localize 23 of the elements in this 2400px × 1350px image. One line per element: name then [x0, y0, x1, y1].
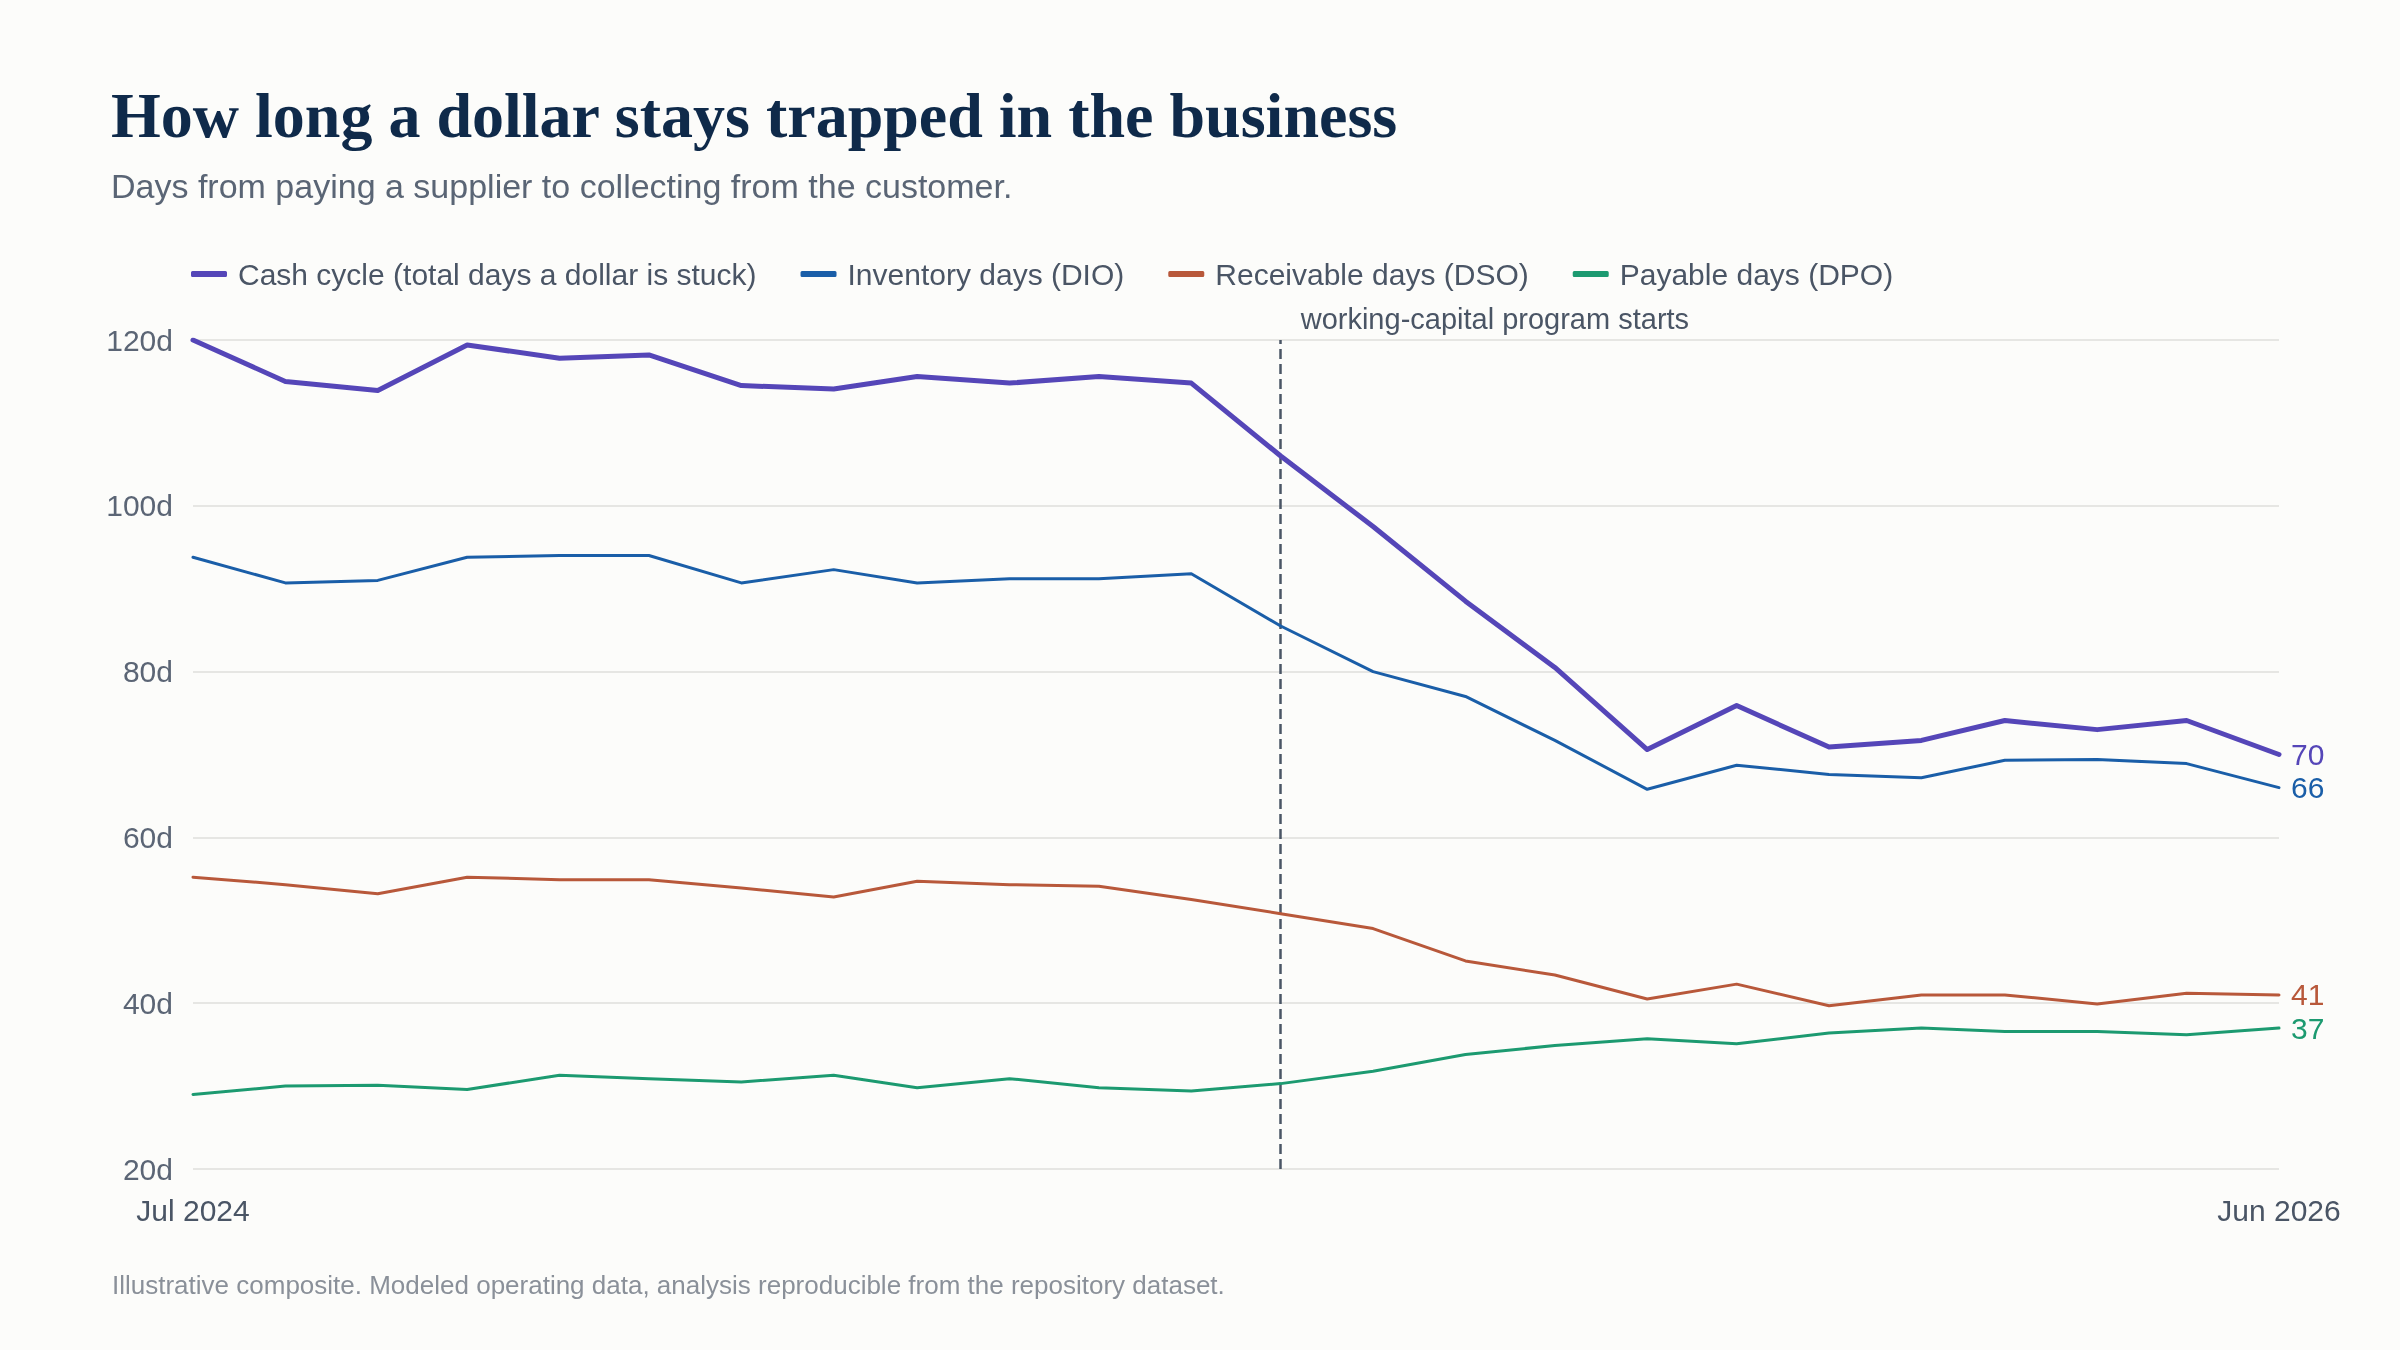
legend-label: Inventory days (DIO) [847, 257, 1125, 291]
y-tick-label: 80d [122, 655, 173, 689]
y-tick-label: 20d [122, 1152, 173, 1186]
ref-line-label: working-capital program starts [1299, 302, 1690, 335]
legend-label: Receivable days (DSO) [1215, 257, 1529, 291]
legend-label: Payable days (DPO) [1619, 257, 1894, 291]
chart-subtitle: Days from paying a supplier to collecting from the customer. [111, 167, 1013, 205]
y-tick-label: 40d [122, 986, 173, 1020]
text: Illustrative composite. Modeled operating data, analysis reproducible from the repository dataset. [112, 1270, 1225, 1300]
line-series [191, 1026, 2281, 1096]
x-tick-label: Jun 2026 [2217, 1193, 2341, 1227]
y-tick-label: 100d [106, 489, 173, 523]
line-series [191, 554, 2281, 791]
y-tick-label: 120d [106, 323, 173, 357]
data-label: 70 [2291, 738, 2325, 771]
line-series [191, 875, 2281, 1008]
x-tick-label: Jul 2024 [136, 1193, 250, 1227]
data-label: 41 [2291, 978, 2325, 1012]
data-label: 37 [2291, 1011, 2325, 1045]
data-label: 66 [2291, 771, 2325, 805]
y-tick-label: 60d [122, 820, 173, 854]
legend-label: Cash cycle (total days a dollar is stuck) [238, 257, 757, 291]
chart-title: How long a dollar stays trapped in the business [111, 79, 1398, 151]
